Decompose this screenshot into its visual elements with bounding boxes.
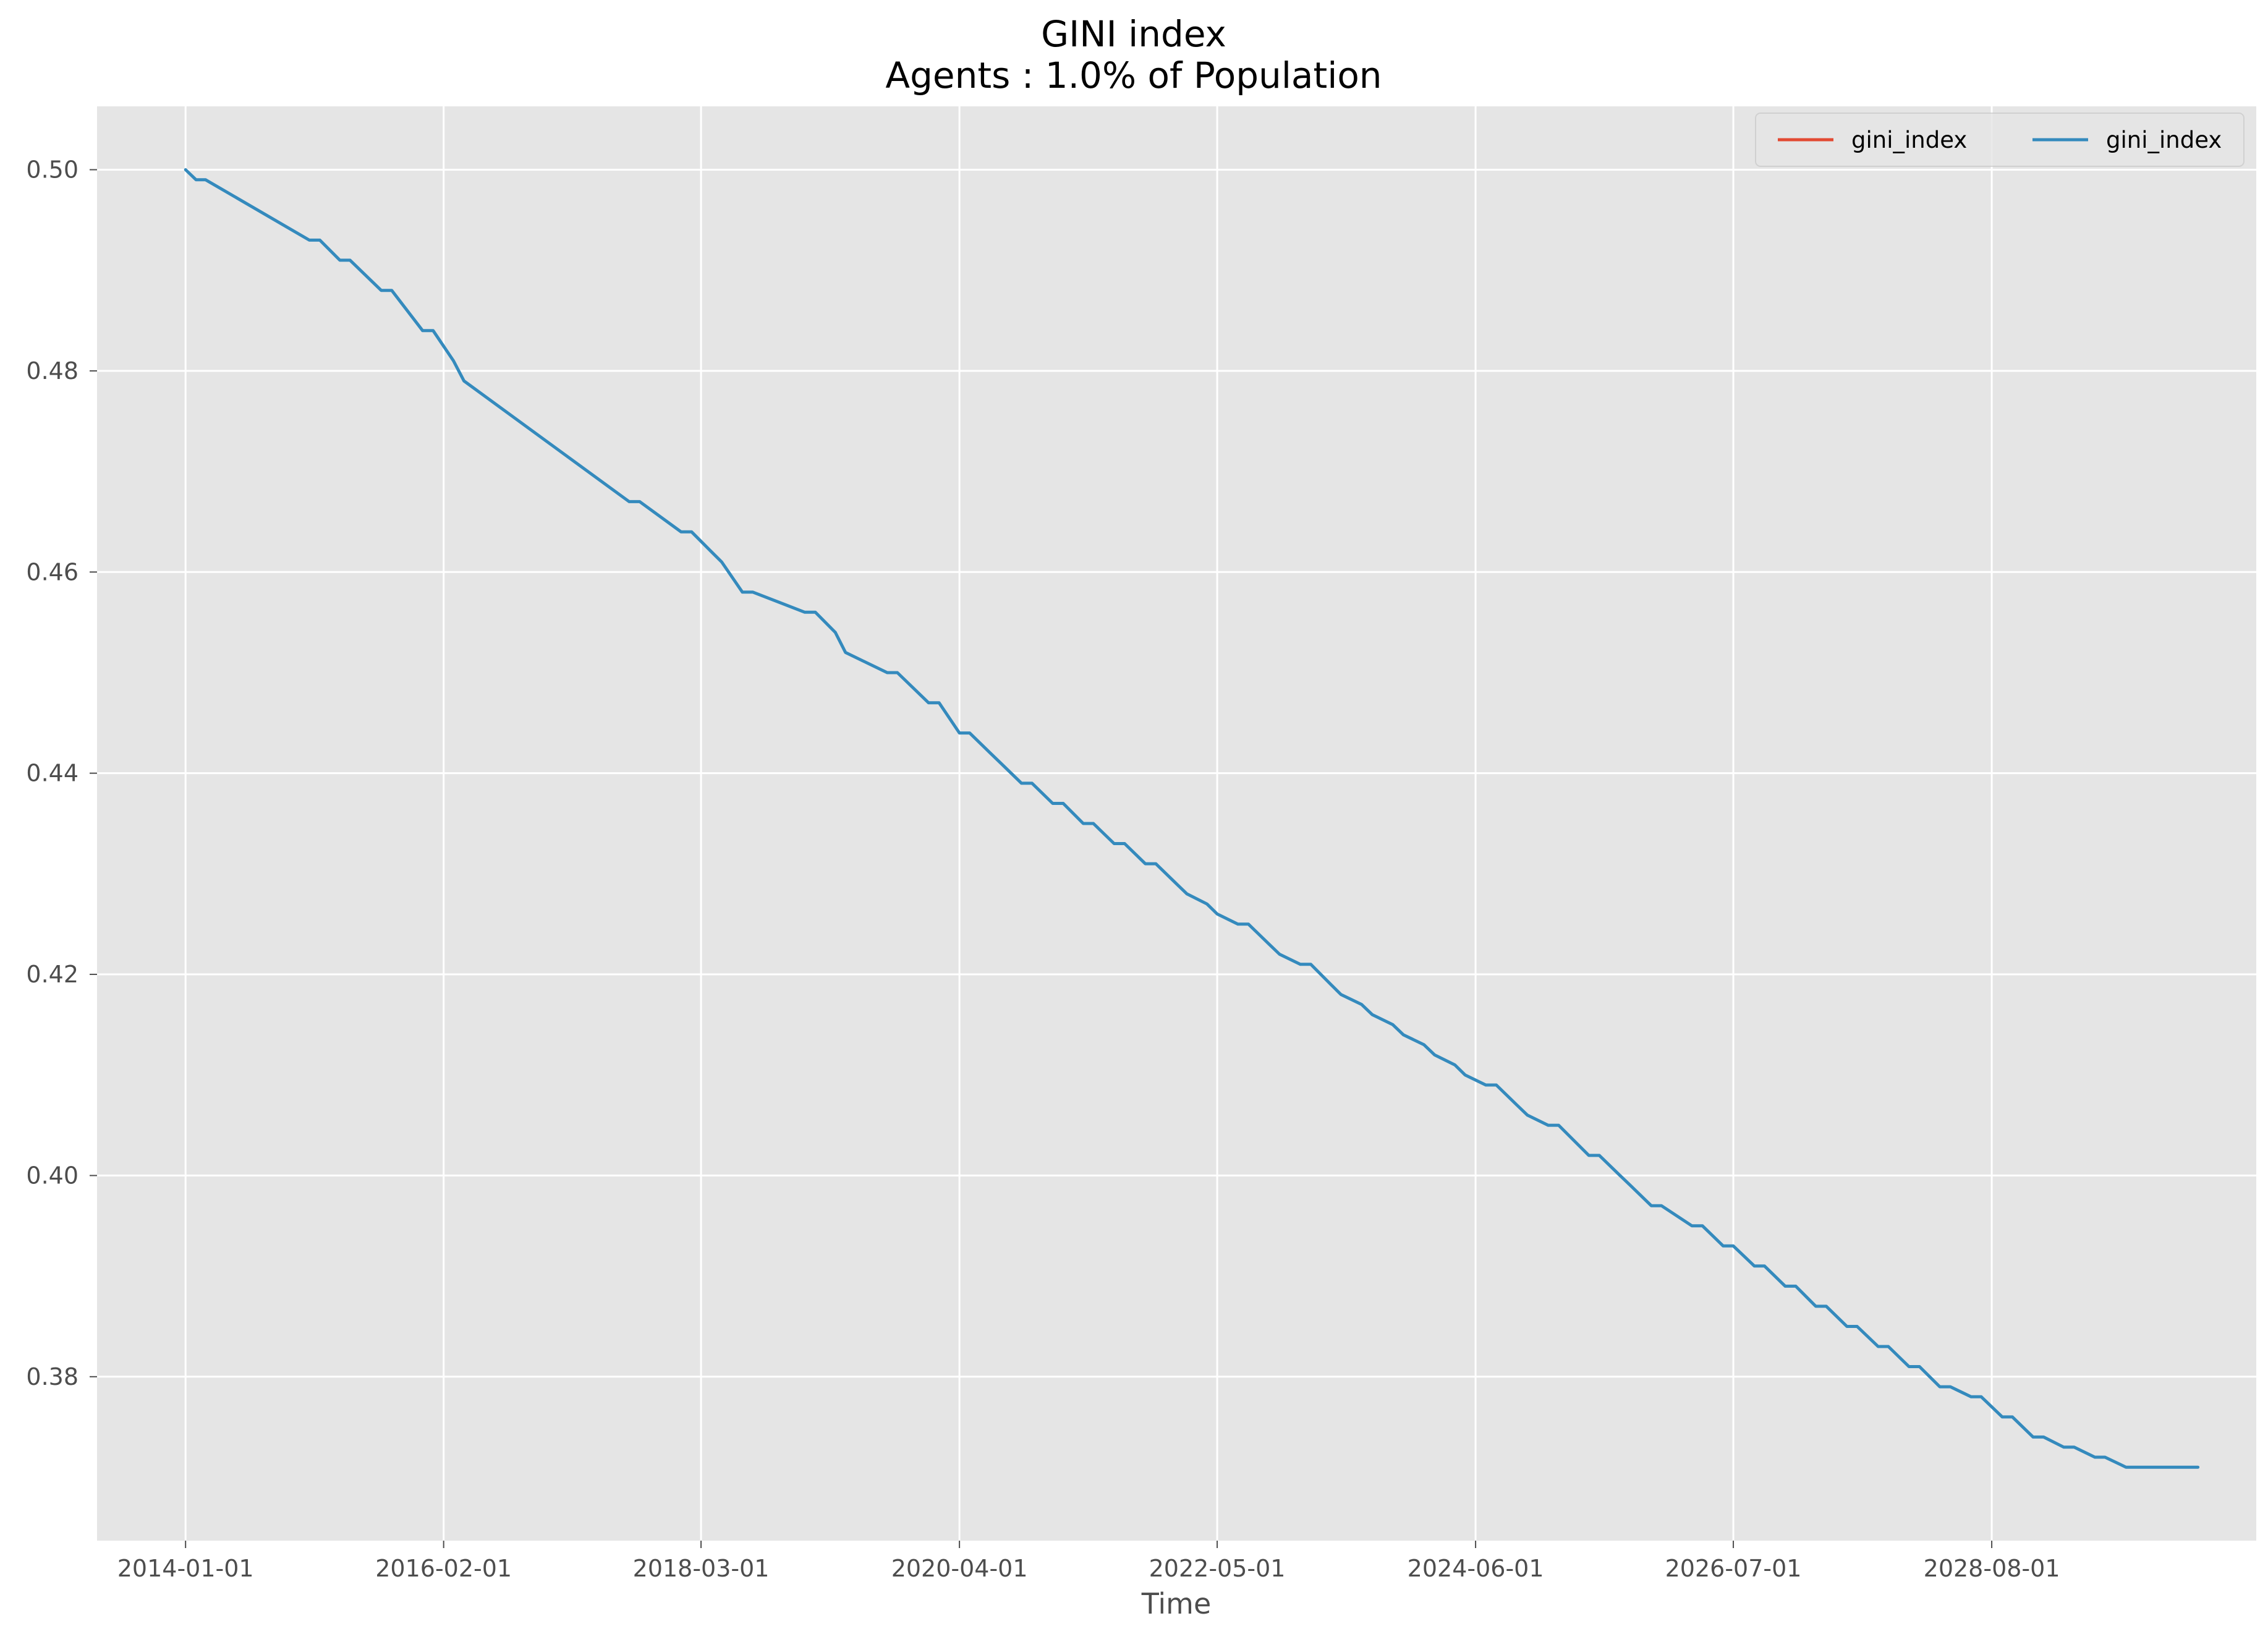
y-tick-label: 0.44 bbox=[26, 760, 79, 787]
y-tick-label: 0.38 bbox=[26, 1363, 79, 1390]
x-tick-label: 2016-02-01 bbox=[375, 1555, 512, 1582]
chart-title-line2: Agents : 1.0% of Population bbox=[885, 54, 1382, 96]
y-tick-label: 0.48 bbox=[26, 357, 79, 385]
y-tick-label: 0.42 bbox=[26, 961, 79, 988]
x-tick-label: 2028-08-01 bbox=[1924, 1555, 2060, 1582]
x-tick-label: 2026-07-01 bbox=[1665, 1555, 1802, 1582]
x-tick-label: 2018-03-01 bbox=[633, 1555, 770, 1582]
legend-label-series-2: gini_index bbox=[2106, 127, 2222, 153]
x-axis-ticks: 2014-01-01 2016-02-01 2018-03-01 2020-04-01… bbox=[117, 1541, 2060, 1582]
series-lines bbox=[184, 168, 2200, 1469]
y-axis-ticks: 0.38 0.40 0.42 0.44 0.46 0.48 0.50 bbox=[26, 156, 97, 1390]
y-tick-label: 0.40 bbox=[26, 1162, 79, 1189]
legend: gini_index gini_index bbox=[1755, 113, 2245, 167]
chart-title-line1: GINI index bbox=[1041, 13, 1226, 55]
x-axis-label: Time bbox=[1141, 1587, 1212, 1620]
legend-label-series-1: gini_index bbox=[1851, 127, 1967, 153]
y-tick-label: 0.46 bbox=[26, 558, 79, 585]
x-tick-label: 2020-04-01 bbox=[891, 1555, 1028, 1582]
x-tick-label: 2014-01-01 bbox=[117, 1555, 254, 1582]
plot-area bbox=[97, 106, 2256, 1541]
y-tick-label: 0.50 bbox=[26, 156, 79, 183]
legend-box bbox=[1755, 113, 2245, 167]
x-tick-label: 2022-05-01 bbox=[1149, 1555, 1286, 1582]
grid bbox=[97, 106, 2256, 1541]
series-line-2 bbox=[184, 168, 2200, 1469]
x-tick-label: 2024-06-01 bbox=[1408, 1555, 1544, 1582]
